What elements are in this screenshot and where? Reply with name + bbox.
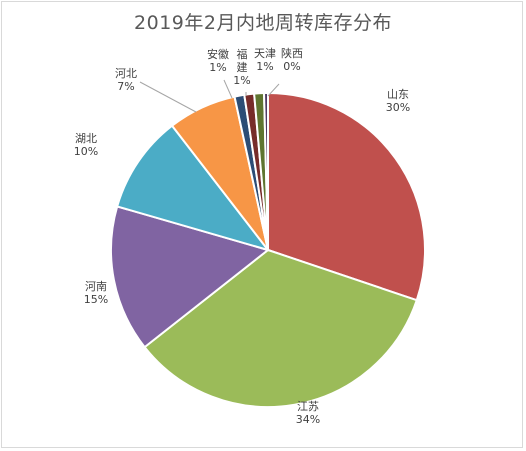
data-label-3: 湖北 10%	[74, 132, 98, 158]
leader-line-8	[267, 83, 280, 97]
data-label-1: 江苏 34%	[296, 400, 320, 426]
leader-line-5	[223, 79, 233, 99]
pie-slices	[110, 91, 426, 408]
pie-slice-3	[115, 124, 271, 252]
data-label-0: 山东 30%	[386, 88, 410, 114]
leader-lines	[139, 79, 280, 113]
data-label-5: 安徽 1%	[207, 47, 229, 74]
pie-slice-8	[263, 91, 269, 251]
leader-line-4	[139, 81, 197, 113]
pie-slice-1	[143, 248, 419, 408]
data-labels: 山东 30% 江苏 34% 河南 15% 湖北 10% 河北 7% 安徽 1%福建 1%天津 1%陕西 0%	[74, 46, 410, 426]
data-label-8: 陕西 0%	[281, 46, 303, 73]
data-label-2: 河南 15%	[84, 280, 108, 306]
data-label-4: 河北 7%	[115, 67, 137, 93]
data-label-7: 天津 1%	[254, 47, 276, 73]
pie-slice-0	[267, 91, 426, 302]
pie-slice-2	[110, 205, 271, 349]
data-label-6: 福建 1%	[233, 47, 250, 87]
chart-title: 2019年2月内地周转库存分布	[134, 12, 392, 34]
